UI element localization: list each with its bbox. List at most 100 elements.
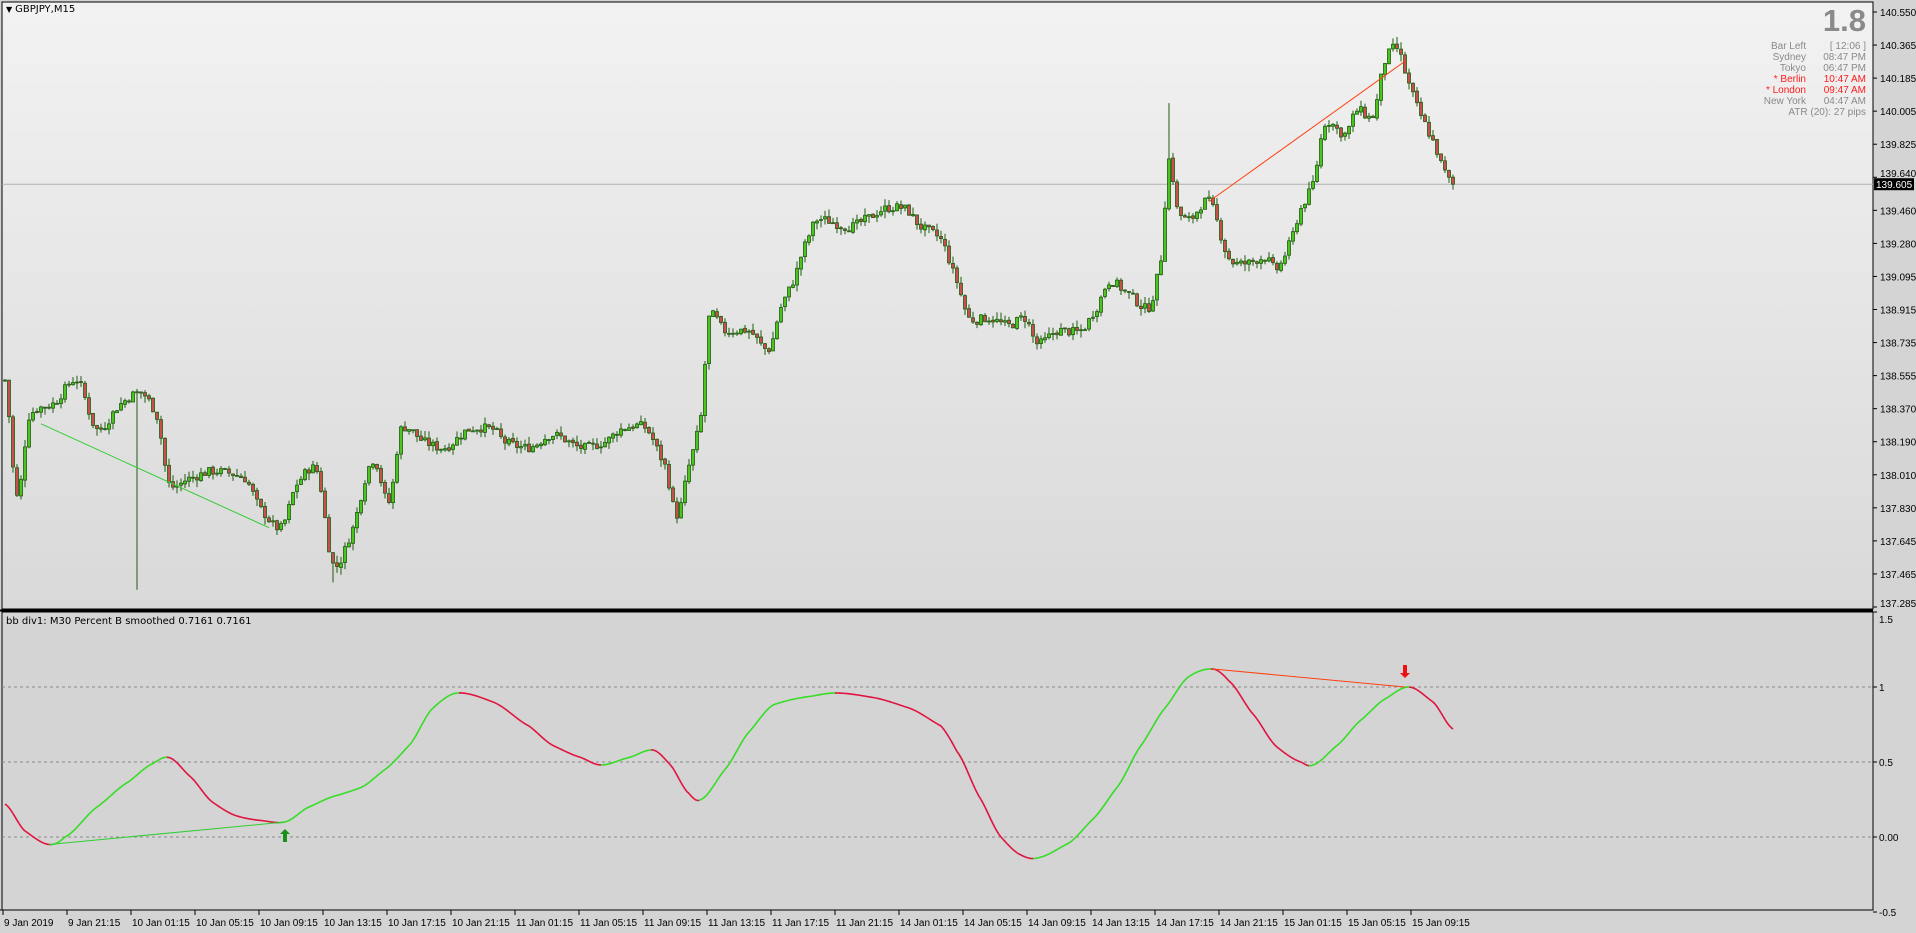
- percent-b-segment: [196, 783, 200, 788]
- percent-b-segment: [150, 762, 154, 766]
- indicator-pane[interactable]: [1, 611, 1874, 911]
- percent-b-segment: [526, 724, 530, 727]
- bear-candle: [871, 213, 875, 218]
- bull-candle: [27, 419, 31, 448]
- bear-candle: [1443, 160, 1447, 171]
- percent-b-segment: [776, 702, 780, 705]
- percent-b-segment: [390, 762, 394, 766]
- percent-b-segment: [912, 708, 916, 712]
- percent-b-segment: [548, 742, 552, 746]
- percent-b-segment: [342, 792, 346, 795]
- percent-b-segment: [1390, 693, 1394, 696]
- percent-b-segment: [1180, 681, 1184, 686]
- percent-b-segment: [352, 788, 356, 792]
- percent-b-segment: [1376, 702, 1380, 706]
- bear-candle: [655, 438, 659, 447]
- percent-b-segment: [1110, 792, 1114, 796]
- percent-b-segment: [444, 696, 448, 699]
- price-tick-label: 140.365: [1880, 41, 1916, 52]
- bear-candle: [631, 426, 635, 429]
- percent-b-segment: [582, 757, 586, 761]
- info-value: [ 12:06 ]: [1829, 41, 1866, 52]
- current-price-box: [1874, 178, 1914, 191]
- bear-candle: [143, 392, 147, 397]
- bull-candle: [1151, 300, 1155, 312]
- percent-b-segment: [422, 718, 426, 723]
- percent-b-segment: [1424, 695, 1428, 698]
- percent-b-segment: [168, 756, 172, 759]
- percent-b-segment: [108, 794, 112, 798]
- percent-b-segment: [1178, 684, 1182, 689]
- percent-b-segment: [1434, 703, 1438, 708]
- percent-b-segment: [502, 706, 506, 710]
- percent-b-segment: [784, 699, 788, 703]
- percent-b-segment: [510, 712, 514, 716]
- indicator-axis[interactable]: 1.5 1 0.5 0.00 -0.5: [1873, 611, 1899, 919]
- price-tick-label: 140.185: [1880, 74, 1916, 85]
- bull-candle: [359, 500, 363, 514]
- percent-b-segment: [1278, 747, 1282, 751]
- price-pane[interactable]: [1, 1, 1874, 610]
- percent-b-segment: [522, 721, 526, 725]
- bull-candle: [219, 468, 223, 475]
- bear-candle: [387, 493, 391, 503]
- percent-b-segment: [1084, 824, 1088, 828]
- bull-candle: [1287, 240, 1291, 256]
- percent-b-segment: [294, 814, 298, 818]
- percent-b-segment: [992, 823, 996, 829]
- bear-candle: [511, 438, 515, 443]
- percent-b-segment: [1216, 669, 1220, 673]
- percent-b-segment: [1296, 759, 1300, 763]
- chart-title[interactable]: ▼ GBPJPY,M15: [6, 4, 75, 15]
- percent-b-segment: [228, 811, 232, 815]
- percent-b-segment: [82, 817, 86, 822]
- bear-candle: [1027, 322, 1031, 325]
- time-axis[interactable]: 9 Jan 2019 9 Jan 21:15 10 Jan 01:15 10 Jan …: [0, 909, 1873, 929]
- bear-candle: [235, 475, 239, 477]
- percent-b-segment: [200, 788, 204, 793]
- percent-b-segment: [512, 714, 516, 718]
- triangle-down-icon[interactable]: ▼: [6, 5, 13, 14]
- bear-candle: [239, 475, 243, 479]
- price-tick-label: 138.190: [1880, 438, 1916, 449]
- percent-b-segment: [908, 707, 912, 710]
- percent-b-segment: [12, 813, 16, 818]
- percent-b-segment: [16, 819, 20, 824]
- percent-b-segment: [1286, 753, 1290, 757]
- bear-candle: [1447, 170, 1451, 178]
- percent-b-segment: [32, 836, 36, 839]
- percent-b-segment: [1302, 762, 1306, 766]
- price-axis[interactable]: 140.550 140.365 140.185 140.005 139.825 139.6…: [1873, 8, 1916, 610]
- percent-b-segment: [172, 758, 176, 762]
- percent-b-segment: [406, 744, 410, 749]
- percent-b-segment: [1254, 715, 1258, 720]
- percent-b-segment: [230, 812, 234, 816]
- percent-b-segment: [1322, 756, 1326, 760]
- bull-candle: [691, 449, 695, 466]
- bear-candle: [951, 263, 955, 269]
- percent-b-segment: [1198, 669, 1202, 673]
- percent-b-segment: [180, 766, 184, 770]
- time-tick-label: 10 Jan 09:15: [260, 918, 318, 929]
- percent-b-segment: [950, 740, 954, 745]
- percent-b-segment: [394, 757, 398, 762]
- bear-candle: [1435, 138, 1439, 155]
- percent-b-segment: [62, 836, 66, 840]
- percent-b-segment: [124, 781, 128, 785]
- percent-b-segment: [636, 752, 640, 756]
- percent-b-segment: [668, 762, 672, 767]
- bear-candle: [1431, 135, 1435, 141]
- bull-candle: [771, 338, 775, 352]
- percent-b-segment: [68, 832, 72, 836]
- bear-candle: [1131, 292, 1135, 295]
- percent-b-segment: [730, 757, 734, 762]
- percent-b-segment: [1398, 688, 1402, 691]
- percent-b-segment: [132, 776, 136, 779]
- percent-b-segment: [678, 778, 682, 783]
- bear-candle: [1183, 215, 1187, 218]
- percent-b-segment: [1244, 702, 1248, 707]
- percent-b-segment: [162, 756, 166, 759]
- percent-b-segment: [624, 757, 628, 760]
- percent-b-segment: [146, 764, 150, 768]
